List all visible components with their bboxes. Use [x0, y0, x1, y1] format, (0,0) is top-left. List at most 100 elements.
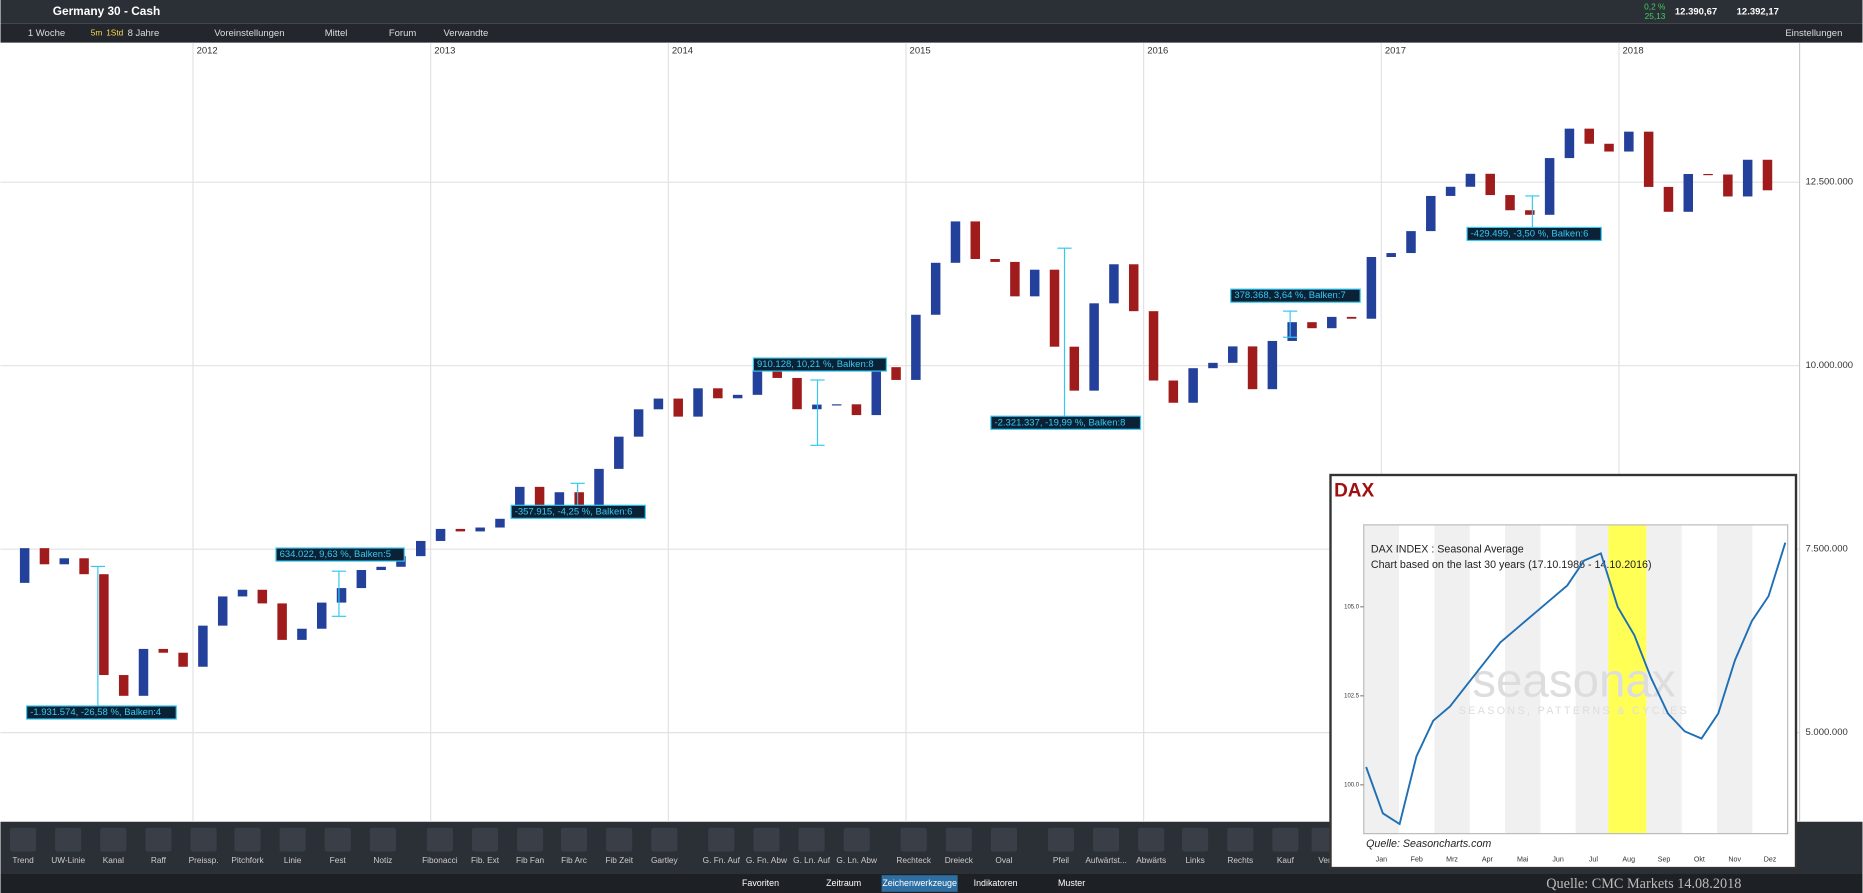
candle	[1445, 186, 1456, 196]
candle	[990, 258, 1000, 262]
tool-label[interactable]: Rechts	[1227, 855, 1253, 865]
candle	[574, 492, 584, 505]
month-band	[1717, 524, 1753, 834]
candle	[673, 398, 683, 417]
tool-label[interactable]: Pitchfork	[231, 855, 264, 865]
tool-icon[interactable]	[561, 827, 588, 852]
tool-label[interactable]: Kanal	[103, 855, 124, 865]
tool-label[interactable]: Pfeil	[1053, 855, 1069, 865]
tool-label[interactable]: Trend	[12, 855, 34, 865]
tool-label[interactable]: Fib. Ext	[471, 855, 500, 865]
tool-icon[interactable]	[100, 827, 127, 852]
tab[interactable]: Indikatoren	[974, 878, 1018, 888]
tool-label[interactable]: Abwärts	[1136, 855, 1166, 865]
tab[interactable]: Zeichenwerkzeuge	[882, 878, 957, 888]
tool-label[interactable]: Rechteck	[896, 855, 931, 865]
tool-label[interactable]: Linie	[284, 855, 302, 865]
quick-interval[interactable]: 1Std	[106, 27, 123, 37]
tab[interactable]: Muster	[1058, 878, 1085, 888]
candle	[1366, 257, 1377, 319]
tool-icon[interactable]	[190, 827, 217, 852]
tool-icon[interactable]	[10, 827, 37, 852]
candle	[99, 574, 109, 676]
source-watermark: Quelle: CMC Markets 14.08.2018	[1546, 876, 1741, 892]
tool-label[interactable]: G. Fn. Abw	[746, 855, 788, 865]
tool-label[interactable]: Dreieck	[945, 855, 974, 865]
tool-icon[interactable]	[651, 827, 678, 852]
tool-label[interactable]: G. Ln. Auf	[793, 855, 831, 865]
tool-icon[interactable]	[145, 827, 172, 852]
tool-icon[interactable]	[1272, 827, 1299, 852]
tool-icon[interactable]	[1182, 827, 1209, 852]
tab[interactable]: Zeitraum	[826, 878, 861, 888]
toolbar-item[interactable]: Mittel	[325, 28, 348, 39]
toolbar-item[interactable]: Voreinstellungen	[214, 28, 284, 39]
tool-label[interactable]: Fib Arc	[561, 855, 587, 865]
tool-label[interactable]: Fib Fan	[516, 855, 545, 865]
tool-icon[interactable]	[279, 827, 306, 852]
tool-icon[interactable]	[55, 827, 82, 852]
tool-label[interactable]: G. Fn. Auf	[703, 855, 741, 865]
candle	[812, 404, 822, 410]
tool-icon[interactable]	[517, 827, 544, 852]
month-label: Feb	[1411, 856, 1423, 864]
tool-icon[interactable]	[324, 827, 351, 852]
candle	[297, 628, 307, 640]
inset-source: Quelle: Seasoncharts.com	[1366, 838, 1491, 850]
tool-icon[interactable]	[798, 827, 825, 852]
tool-label[interactable]: Links	[1185, 855, 1204, 865]
tool-label[interactable]: Fib Zeit	[605, 855, 633, 865]
candle	[1683, 173, 1694, 212]
y-tick-label: 10.000.000	[1806, 360, 1854, 371]
tool-icon[interactable]	[1093, 827, 1120, 852]
x-tick-label: 2014	[672, 46, 693, 57]
annotation-box	[752, 357, 887, 372]
tool-icon[interactable]	[843, 827, 870, 852]
tool-label[interactable]: Aufwärtst...	[1085, 855, 1127, 865]
month-label: Sep	[1658, 856, 1671, 864]
tool-label[interactable]: Preissp.	[189, 855, 219, 865]
toolbar-item[interactable]: Verwandte	[443, 28, 488, 39]
tool-icon[interactable]	[990, 827, 1017, 852]
tool-icon[interactable]	[369, 827, 396, 852]
settings-button[interactable]: Einstellungen	[1785, 28, 1842, 39]
tool-label[interactable]: Fibonacci	[422, 855, 458, 865]
candle	[1208, 362, 1218, 369]
tool-icon[interactable]	[426, 827, 453, 852]
tool-icon[interactable]	[234, 827, 261, 852]
candle	[614, 436, 624, 469]
candle	[515, 486, 525, 519]
interval-select[interactable]: 1 Woche	[28, 28, 65, 39]
tab[interactable]: Favoriten	[742, 878, 779, 888]
tool-label[interactable]: Fest	[330, 855, 347, 865]
candle	[416, 540, 426, 557]
tool-label[interactable]: Ver	[1318, 855, 1331, 865]
candle	[752, 369, 763, 395]
annotation-label: -2.321.337, -19,99 %, Balken:8	[994, 417, 1125, 428]
toolbar-item[interactable]: Forum	[389, 28, 417, 39]
tool-icon[interactable]	[606, 827, 633, 852]
tool-icon[interactable]	[1227, 827, 1254, 852]
tool-icon[interactable]	[471, 827, 499, 852]
tool-icon[interactable]	[1138, 827, 1165, 852]
tool-icon[interactable]	[945, 827, 972, 852]
instrument-title: Germany 30 - Cash	[53, 4, 160, 18]
tool-label[interactable]: Kauf	[1277, 855, 1295, 865]
toolbar-bar	[0, 23, 1863, 43]
tool-icon[interactable]	[900, 827, 927, 852]
ask-price[interactable]: 12.392,17	[1737, 6, 1779, 17]
tool-icon[interactable]	[1047, 827, 1074, 852]
range-select[interactable]: 8 Jahre	[128, 28, 160, 39]
tool-icon[interactable]	[708, 827, 735, 852]
tool-label[interactable]: Gartley	[651, 855, 679, 865]
tool-label[interactable]: Notiz	[373, 855, 392, 865]
quick-interval[interactable]: 5m	[91, 27, 103, 37]
candle	[831, 404, 842, 406]
bid-price[interactable]: 12.390,67	[1675, 6, 1717, 17]
tool-label[interactable]: Raff	[151, 855, 167, 865]
tool-icon[interactable]	[753, 827, 780, 852]
tool-label[interactable]: Oval	[995, 855, 1012, 865]
tool-label[interactable]: UW-Linie	[51, 855, 85, 865]
candle	[1287, 322, 1297, 341]
tool-label[interactable]: G. Ln. Abw	[836, 855, 878, 865]
